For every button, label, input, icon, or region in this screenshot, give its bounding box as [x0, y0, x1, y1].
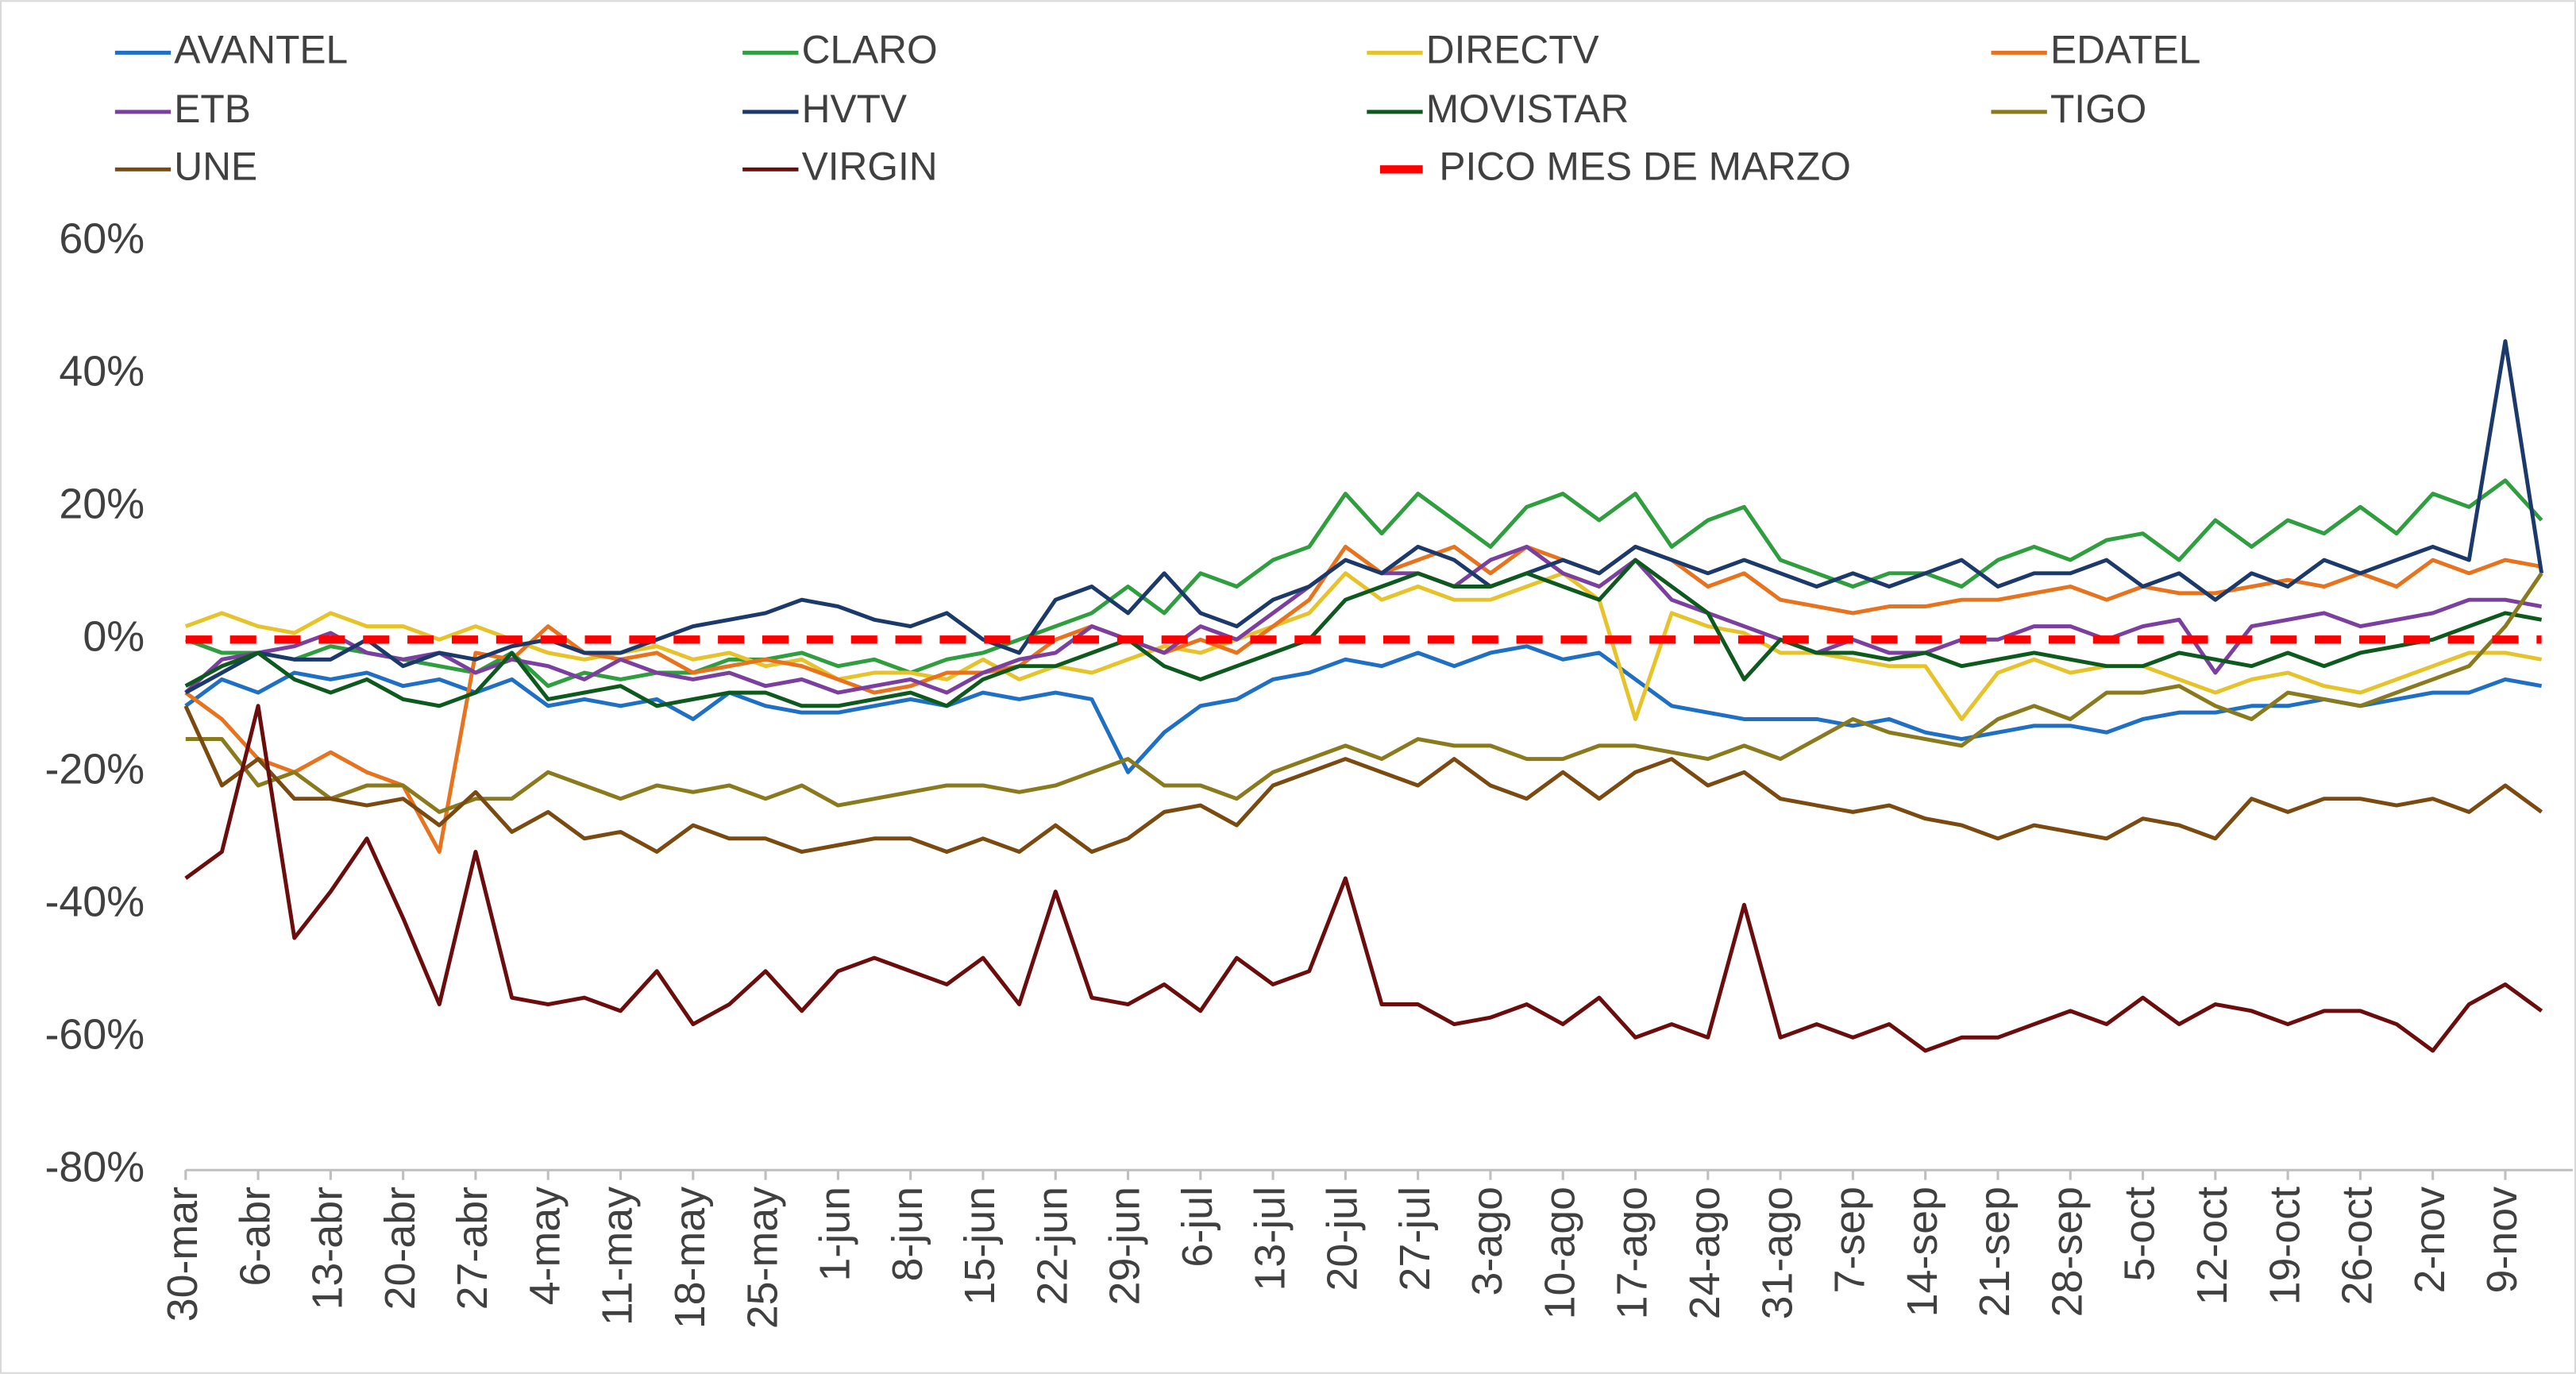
- legend-label: CLARO: [802, 28, 938, 72]
- x-tick-label: 8-jun: [884, 1187, 931, 1282]
- series-line: [184, 571, 2543, 721]
- x-tick-label: 27-abr: [449, 1187, 496, 1310]
- series-line: [185, 572, 2543, 814]
- x-tick-label: 18-may: [666, 1187, 714, 1329]
- legend-label: EDATEL: [2050, 28, 2200, 72]
- legend-label: AVANTEL: [174, 28, 348, 72]
- legend-label: ETB: [174, 87, 251, 131]
- series-line: [184, 704, 2543, 1053]
- series-line: [184, 558, 2543, 708]
- x-tick-label: 28-sep: [2043, 1187, 2091, 1317]
- x-tick-label: 4-may: [521, 1187, 569, 1306]
- y-tick-label: 40%: [59, 348, 145, 396]
- x-tick-label: 11-may: [594, 1187, 642, 1326]
- x-tick-label: 24-ago: [1681, 1187, 1729, 1319]
- x-tick-label: 1-jun: [812, 1187, 859, 1282]
- x-tick-label: 29-jun: [1101, 1187, 1149, 1306]
- x-tick-label: 10-ago: [1536, 1187, 1583, 1319]
- x-tick-label: 27-jul: [1391, 1187, 1439, 1291]
- x-tick-label: 19-oct: [2261, 1187, 2308, 1306]
- x-tick-label: 21-sep: [1971, 1187, 2019, 1317]
- x-tick-label: 26-oct: [2334, 1187, 2381, 1306]
- y-tick-label: 20%: [59, 481, 145, 528]
- y-tick-label: -60%: [44, 1010, 145, 1058]
- x-tick-label: 30-mar: [159, 1187, 206, 1322]
- x-tick-label: 31-ago: [1753, 1187, 1801, 1319]
- x-tick-label: 6-jul: [1174, 1187, 1221, 1268]
- x-tick-label: 3-ago: [1463, 1187, 1511, 1296]
- x-tick-label: 25-may: [738, 1187, 786, 1329]
- y-tick-label: 0%: [83, 613, 145, 661]
- series-line: [184, 544, 2543, 854]
- legend-label: MOVISTAR: [1426, 87, 1629, 131]
- x-tick-label: 20-jul: [1319, 1187, 1367, 1291]
- series-line: [183, 704, 2543, 854]
- series-line: [184, 644, 2543, 774]
- x-tick-label: 20-abr: [376, 1187, 424, 1310]
- x-tick-label: 15-jun: [956, 1187, 1004, 1306]
- x-tick-label: 12-oct: [2188, 1187, 2236, 1306]
- x-tick-label: 5-oct: [2116, 1187, 2164, 1282]
- x-tick-label: 6-abr: [231, 1187, 279, 1287]
- x-tick-label: 2-nov: [2406, 1187, 2454, 1294]
- legend-label: DIRECTV: [1426, 28, 1599, 72]
- y-tick-label: -20%: [44, 745, 145, 793]
- y-tick-label: -40%: [44, 878, 145, 925]
- x-tick-label: 9-nov: [2478, 1187, 2526, 1294]
- legend-label: TIGO: [2050, 87, 2146, 131]
- y-tick-label: -80%: [44, 1143, 145, 1191]
- legend-label: UNE: [174, 144, 257, 188]
- legend-label: HVTV: [802, 87, 907, 131]
- y-tick-label: 60%: [59, 215, 145, 263]
- series-line: [184, 339, 2544, 695]
- x-tick-label: 17-ago: [1609, 1187, 1656, 1319]
- x-tick-label: 7-sep: [1826, 1187, 1874, 1294]
- legend-label: VIRGIN: [802, 144, 938, 188]
- legend-label: PICO MES DE MARZO: [1439, 144, 1851, 188]
- x-tick-label: 14-sep: [1899, 1187, 1946, 1317]
- x-tick-label: 13-jul: [1246, 1187, 1294, 1291]
- x-tick-label: 22-jun: [1028, 1187, 1076, 1306]
- x-tick-label: 13-abr: [304, 1187, 352, 1310]
- series-line: [184, 478, 2543, 689]
